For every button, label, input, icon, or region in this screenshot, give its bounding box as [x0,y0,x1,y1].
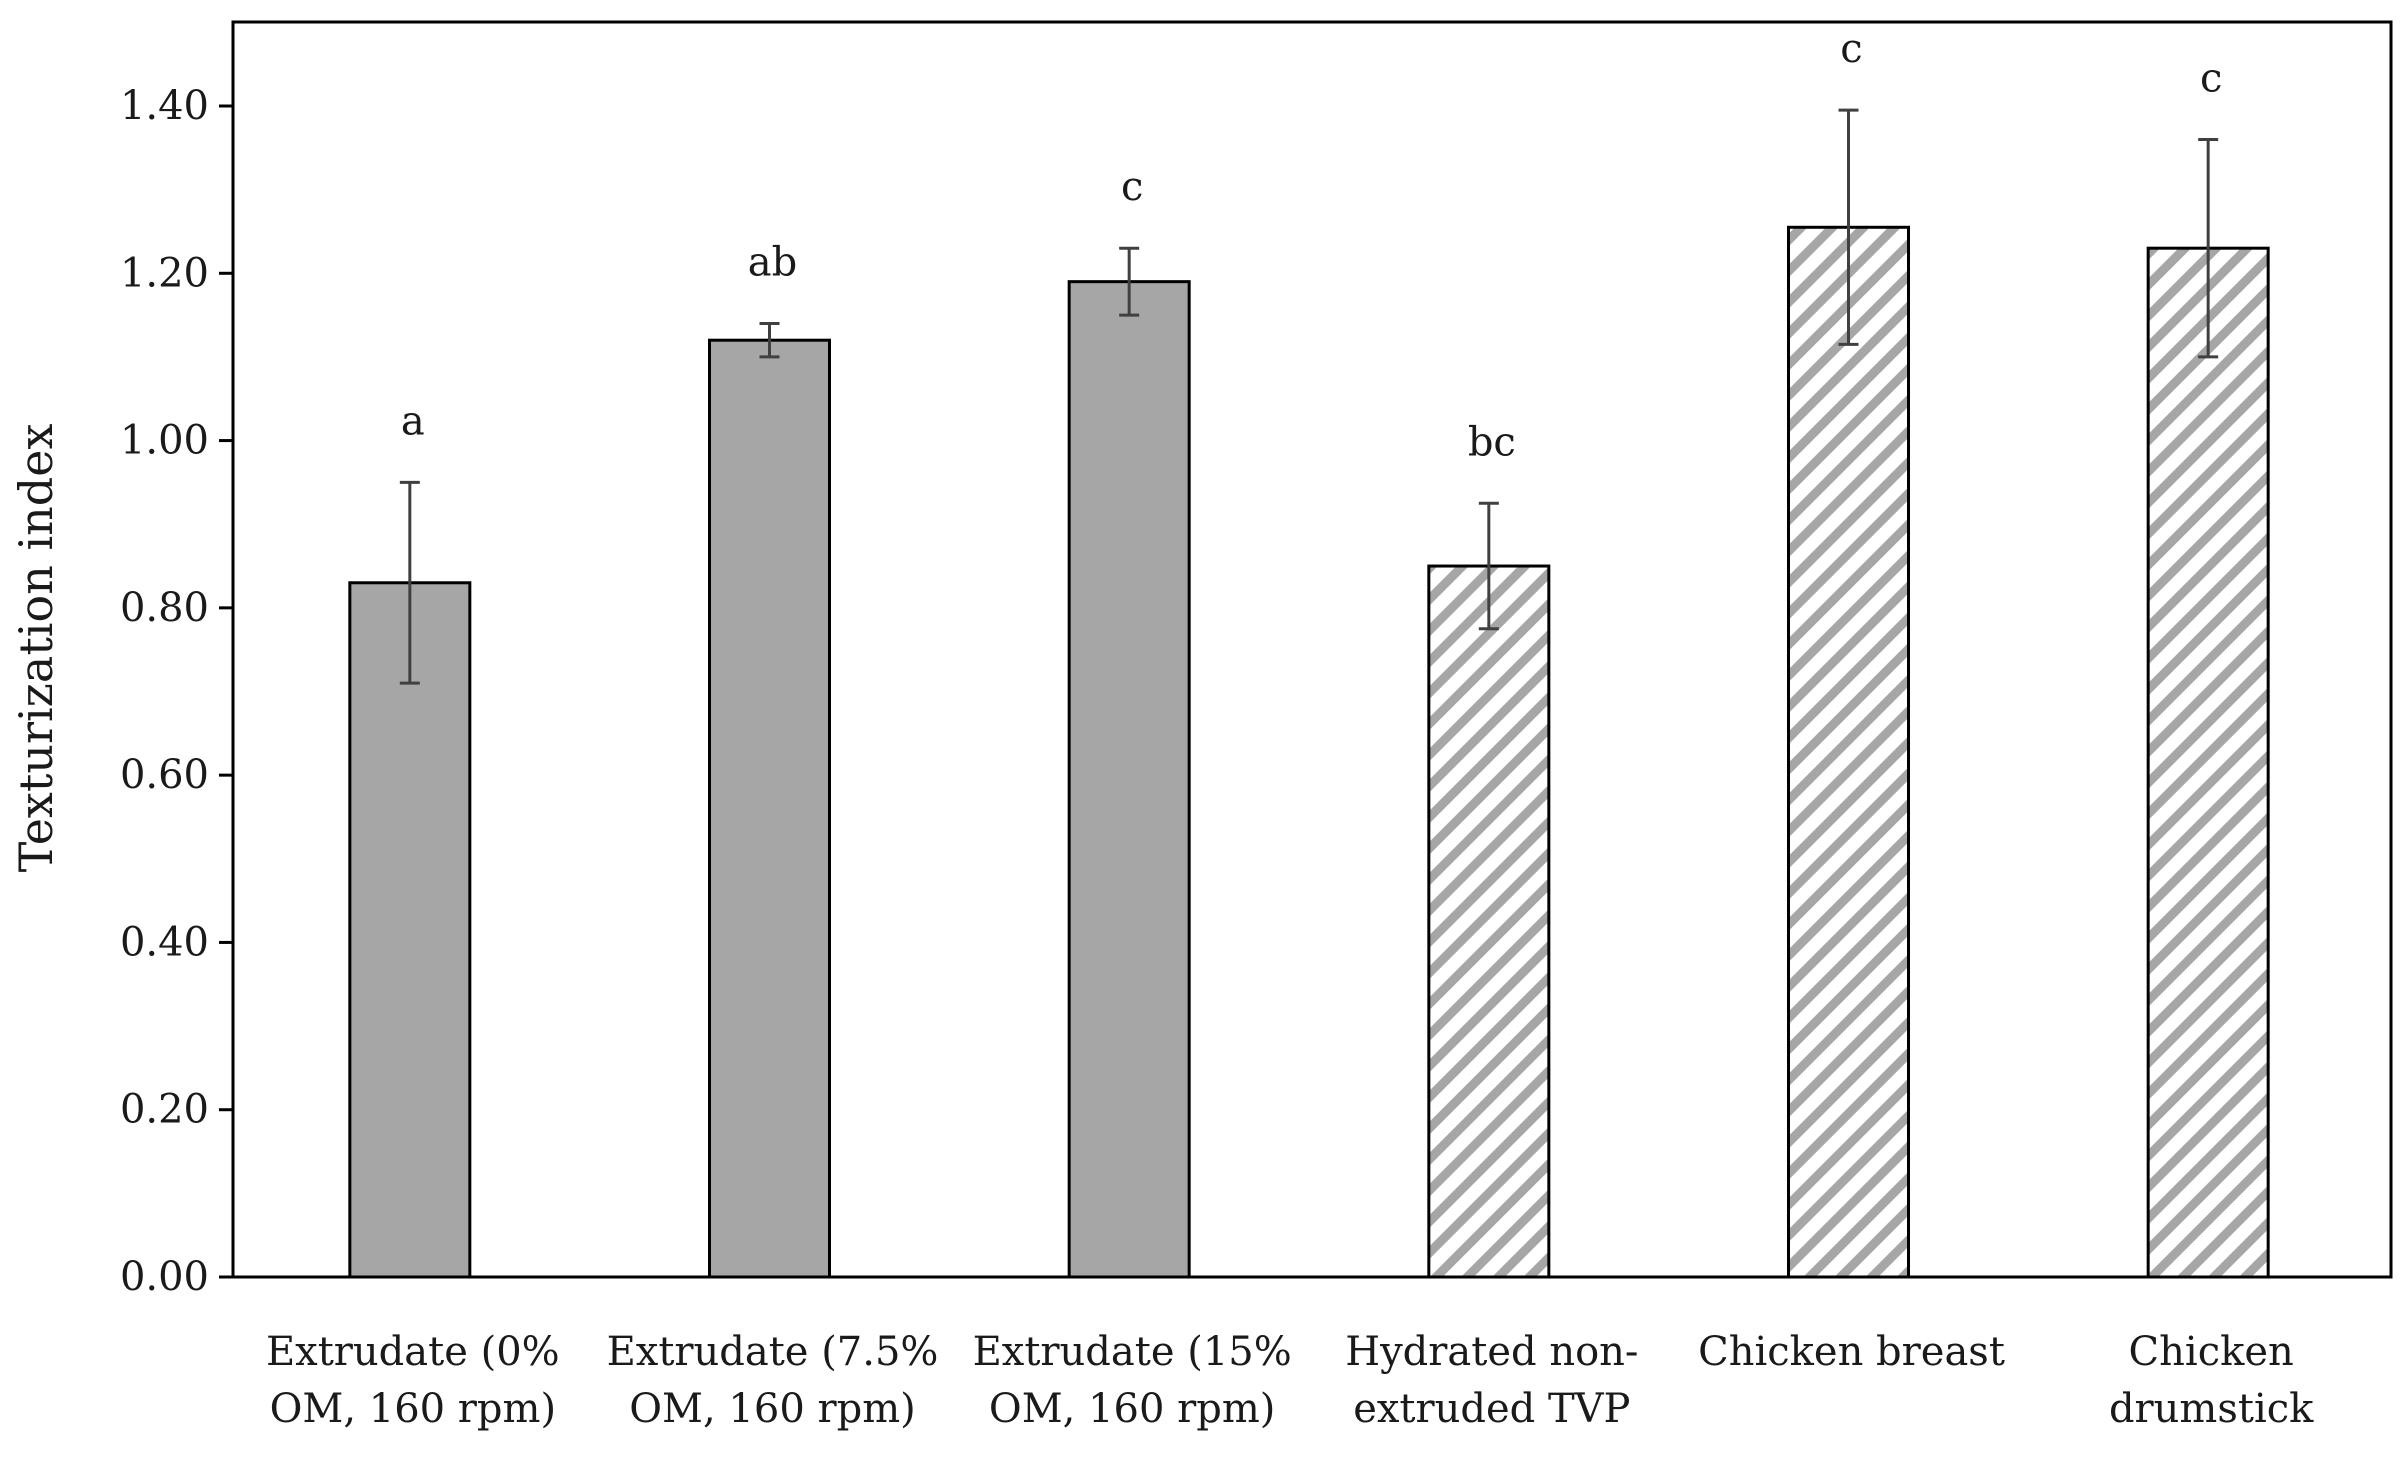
error-bar [1838,108,1859,346]
x-category-label: Chicken breast [1698,1329,2005,1375]
x-category-label-line: Extrudate (15% [973,1329,1292,1375]
significance-label: c [1840,26,1862,72]
significance-label: a [401,398,425,444]
bar [1427,564,1551,1279]
x-category-label-line: Chicken [2129,1329,2294,1375]
x-category-label: Extrudate (7.5% OM, 160 rpm) [607,1329,939,1432]
x-category-label: Hydrated non-extruded TVP [1345,1329,1638,1432]
bar [1067,280,1191,1279]
y-tick-label: 0.00 [120,1254,209,1300]
y-tick-label: 0.80 [120,585,209,631]
x-category-label-line: OM, 160 rpm) [270,1386,557,1432]
error-bar [2198,137,2219,359]
y-tick-label: 0.20 [120,1087,209,1133]
y-axis-title: Texturization index [9,424,63,873]
x-category-label-line: Extrudate (0% [266,1329,560,1375]
x-category-label-line: Hydrated non- [1345,1329,1638,1375]
error-bar [1119,246,1140,317]
y-tick-label: 1.20 [120,250,209,296]
x-category-label-line: Extrudate (7.5% [607,1329,939,1375]
error-bar [1478,501,1499,631]
y-tick-label: 0.40 [120,919,209,965]
bar [348,581,472,1279]
bar [2146,246,2270,1279]
y-tick-label: 1.00 [120,418,209,464]
y-tick-label: 1.40 [120,83,209,129]
x-category-label: Extrudate (0% OM, 160 rpm) [266,1329,560,1432]
y-axis: 0.00 0.20 0.40 0.60 0.80 1.00 1.20 1.40 [120,83,233,1300]
significance-labels: a ab c bc c c [401,26,2222,465]
x-category-label: Chicken drumstick [2109,1329,2314,1432]
x-category-label-line: Chicken breast [1698,1329,2005,1375]
significance-label: c [2200,55,2222,101]
x-category-label-line: OM, 160 rpm) [629,1386,916,1432]
bar [1787,225,1910,1279]
x-category-label-line: extruded TVP [1353,1386,1630,1432]
plot-frame [231,20,2393,1279]
x-axis-labels: Extrudate (0% OM, 160 rpm)Extrudate (7.5%… [266,1329,2314,1432]
error-bar [759,321,780,359]
significance-label: bc [1468,419,1516,465]
error-bar [399,480,420,685]
x-category-label-line: OM, 160 rpm) [989,1386,1276,1432]
x-category-label: Extrudate (15% OM, 160 rpm) [973,1329,1292,1432]
significance-label: ab [748,239,797,285]
x-category-label-line: drumstick [2109,1386,2314,1432]
significance-label: c [1121,164,1143,210]
bars [348,225,2270,1279]
bar [708,338,831,1279]
y-tick-label: 0.60 [120,752,209,798]
error-bars [399,108,2219,685]
